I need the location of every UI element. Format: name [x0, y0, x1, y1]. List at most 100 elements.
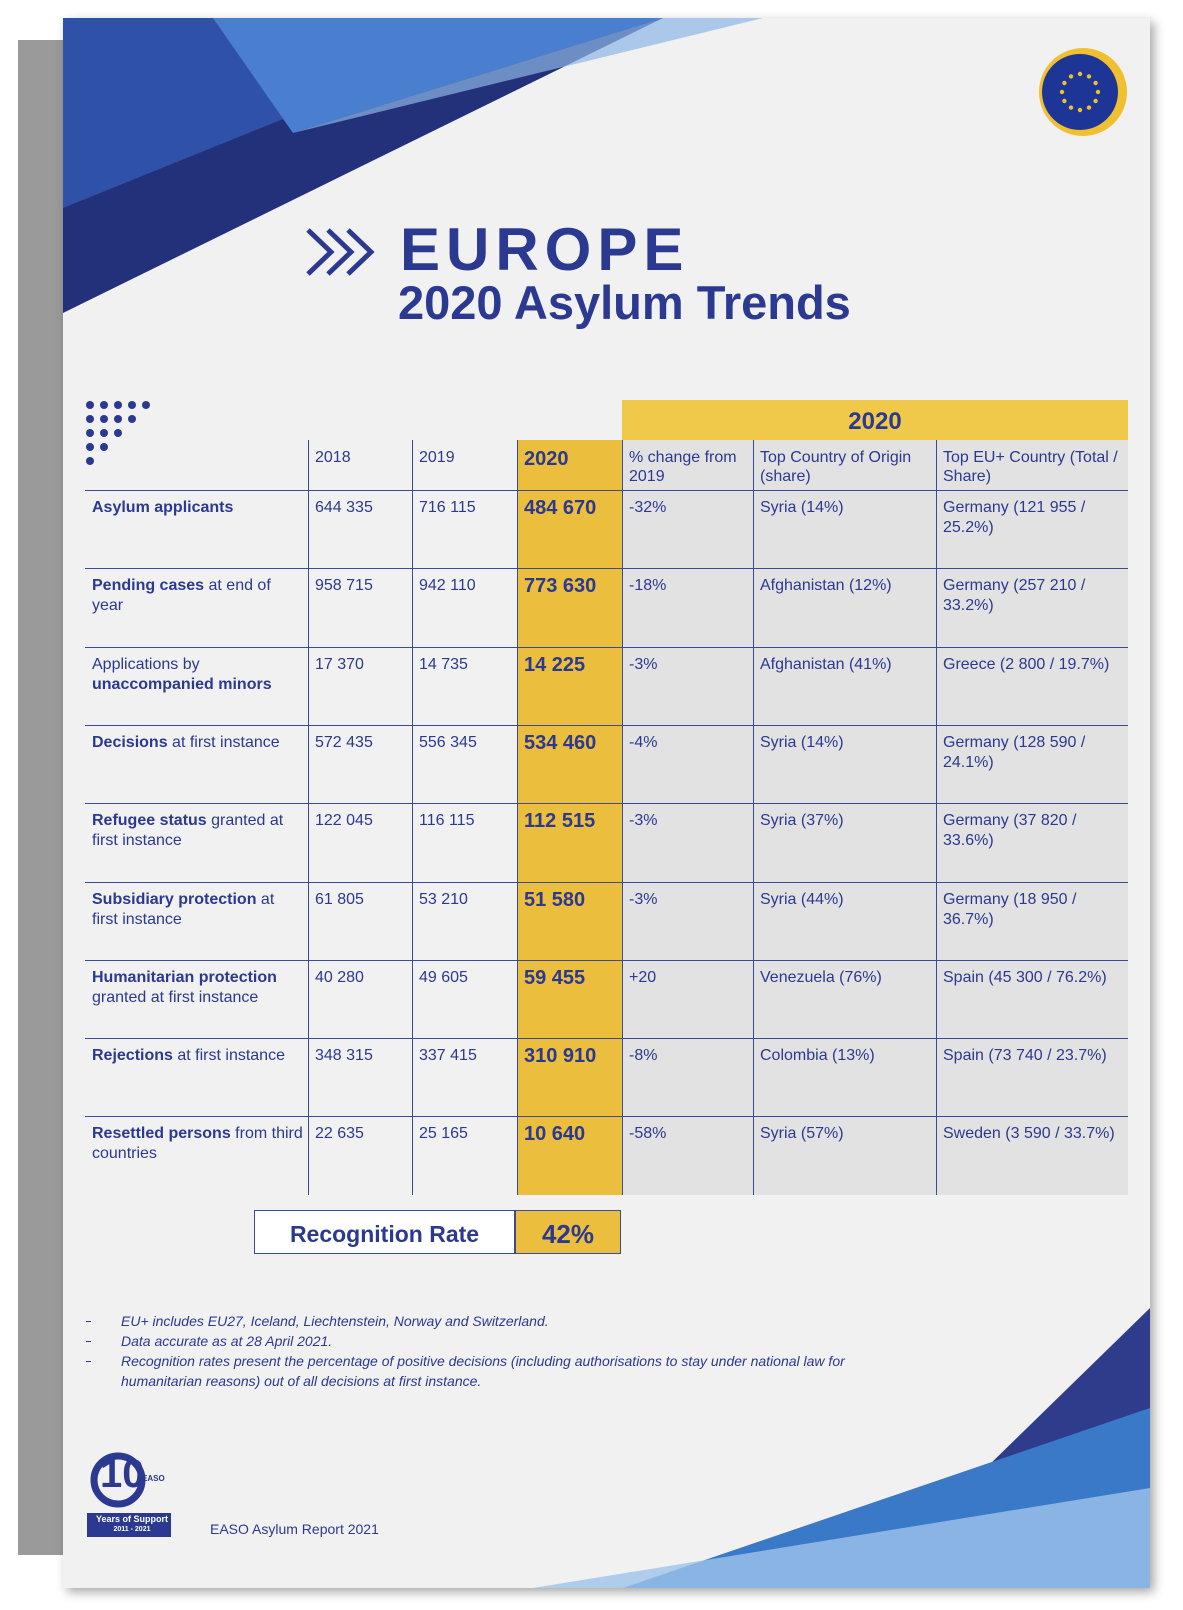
table-cell: Syria (44%): [760, 890, 844, 908]
table-cell: -3%: [629, 655, 658, 673]
anniversary-logo: [90, 1452, 146, 1508]
table-cell: Greece (2 800 / 19.7%): [943, 655, 1110, 673]
eu-logo: [1042, 54, 1118, 130]
row-label: Refugee status granted at first instance: [85, 803, 308, 859]
corner-shape: [213, 18, 663, 133]
table-cell: Afghanistan (41%): [760, 655, 892, 673]
bullet-dash: [86, 1361, 91, 1362]
table-cell: Sweden (3 590 / 33.7%): [943, 1125, 1115, 1143]
recognition-label: Recognition Rate: [254, 1210, 515, 1254]
table-cell: 716 115: [419, 499, 476, 516]
bullet-dash: [86, 1341, 91, 1342]
table-cell: 51 580: [524, 888, 586, 911]
logo-agency: EASO: [142, 1474, 165, 1483]
column-rule: [517, 440, 518, 1195]
table-cell: 14 225: [524, 653, 586, 676]
row-rule: [85, 959, 1128, 961]
row-label: Pending cases at end of year: [85, 568, 308, 624]
table-cell: 17 370: [315, 655, 364, 673]
row-rule: [85, 490, 1128, 491]
table-cell: Spain (73 740 / 23.7%): [943, 1047, 1107, 1065]
table-cell: Venezuela (76%): [760, 968, 882, 986]
table-cell: 25 165: [419, 1125, 468, 1143]
table-cell: Germany (37 820 / 33.6%): [943, 812, 1077, 850]
column-rule: [753, 440, 754, 1195]
table-cell: Germany (121 955 / 25.2%): [943, 499, 1086, 536]
column-rule: [308, 440, 309, 1195]
title: EUROPE: [400, 216, 690, 283]
table-cell: Colombia (13%): [760, 1047, 875, 1065]
footer: EASO Asylum Report 2021: [210, 1521, 379, 1537]
label-part: granted at first instance: [92, 988, 259, 1006]
bullet-dash: [86, 1321, 91, 1322]
table-cell: Syria (14%): [760, 733, 844, 751]
label-part: Humanitarian protection: [92, 968, 277, 986]
corner-shape: [533, 1488, 1150, 1588]
table-cell: 348 315: [315, 1047, 373, 1065]
table-cell: Syria (14%): [760, 499, 844, 516]
table-cell: -32%: [629, 499, 667, 516]
logo-number: 10: [100, 1452, 145, 1496]
table-cell: 112 515: [524, 810, 596, 833]
logo-banner: [87, 1513, 171, 1537]
column-rule: [622, 440, 623, 1195]
row-rule: [85, 724, 1128, 726]
recognition-value: 42%: [515, 1210, 621, 1254]
row-label: Humanitarian protection granted at first…: [85, 960, 308, 1016]
page-edge: [18, 40, 63, 1555]
table-cell: 22 635: [315, 1125, 364, 1143]
table-cell: 534 460: [524, 731, 597, 754]
row-label: Resettled persons from third countries: [85, 1116, 308, 1172]
label-part: Subsidiary protection: [92, 890, 257, 908]
label-part: Refugee status: [92, 812, 207, 830]
table-cell: -3%: [629, 890, 658, 908]
table-cell: Germany (257 210 / 33.2%): [943, 577, 1086, 615]
label-part: Pending cases: [92, 577, 205, 595]
column-header: 2019: [419, 449, 455, 466]
table-cell: 484 670: [524, 497, 597, 519]
table-cell: 61 805: [315, 890, 364, 908]
table-cell: -18%: [629, 577, 667, 595]
column-rule: [412, 440, 413, 1195]
row-label: Applications by unaccompanied minors: [85, 647, 308, 703]
table-cell: 572 435: [315, 733, 373, 751]
table-cell: Spain (45 300 / 76.2%): [943, 968, 1107, 986]
table-cell: 49 605: [419, 968, 468, 986]
label-part: unaccompanied minors: [92, 675, 272, 693]
row-rule: [85, 646, 1128, 648]
label-part: Rejections: [92, 1047, 173, 1065]
footnote: EU+ includes EU27, Iceland, Liechtenstei…: [121, 1313, 549, 1329]
column-header: % change from 2019: [629, 449, 737, 485]
gray-panel: [622, 440, 1128, 1195]
table-cell: 942 110: [419, 577, 476, 595]
column-header: 2020: [524, 448, 569, 470]
table-cell: 337 415: [419, 1047, 477, 1065]
logo-years: 2011 - 2021: [113, 1526, 151, 1533]
row-label: Rejections at first instance: [85, 1038, 308, 1074]
table-cell: 14 735: [419, 655, 468, 673]
table-cell: 310 910: [524, 1045, 597, 1068]
chevrons: [306, 228, 375, 276]
row-rule: [85, 1038, 1128, 1040]
subtitle: 2020 Asylum Trends: [398, 276, 851, 329]
label-part: from third countries: [92, 1125, 303, 1163]
table-cell: 40 280: [315, 968, 364, 986]
eu-stars: [1059, 71, 1101, 113]
column-header: Top EU+ Country (Total / Share): [943, 449, 1118, 485]
row-rule: [85, 568, 1128, 570]
label-part: at first instance: [92, 890, 275, 928]
label-part: at end of year: [92, 577, 271, 615]
label-part: granted at first instance: [92, 812, 284, 850]
dot-pattern: [86, 401, 150, 465]
table-cell: Germany (128 590 / 24.1%): [943, 733, 1086, 771]
row-label: Decisions at first instance: [85, 725, 308, 761]
table-cell: 59 455: [524, 966, 586, 989]
table-cell: 116 115: [419, 812, 475, 830]
label-part: Resettled persons: [92, 1125, 231, 1143]
column-rule: [936, 440, 937, 1195]
table-cell: 556 345: [419, 733, 477, 751]
row-rule: [85, 881, 1128, 883]
logo-caption: Years of Support: [95, 1514, 168, 1524]
